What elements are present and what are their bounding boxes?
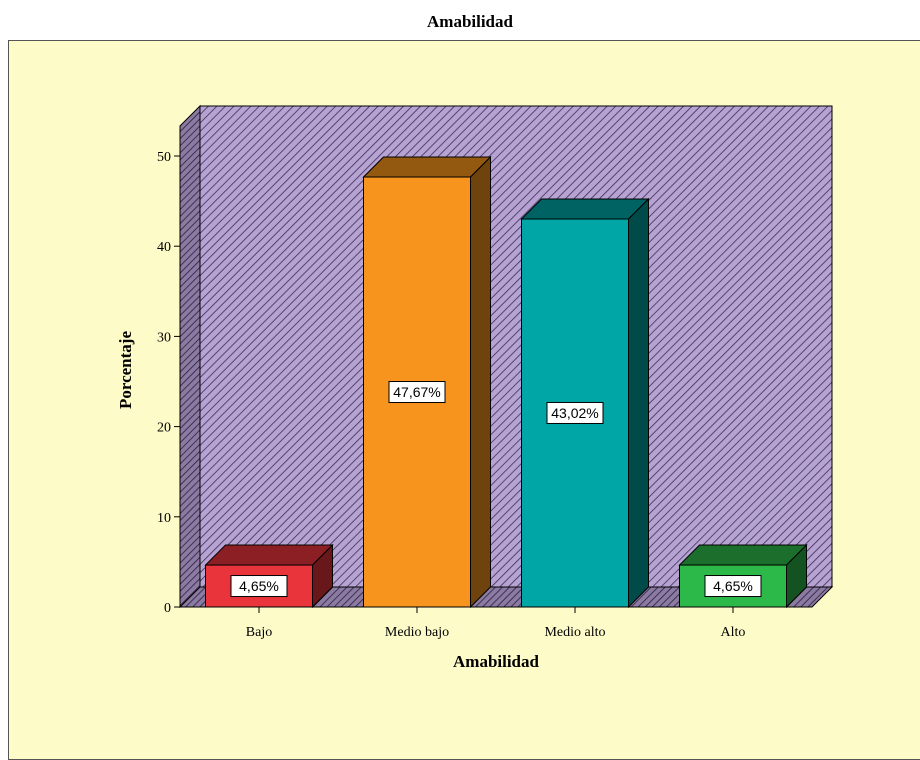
bar-top xyxy=(362,156,492,178)
y-axis-label: Porcentaje xyxy=(116,331,135,409)
back-wall xyxy=(199,105,833,588)
bar-side xyxy=(786,543,807,609)
bars: 4,65% 47,67% 43,02% 4,65% xyxy=(204,155,808,609)
bar: 4,65% xyxy=(678,543,808,609)
x-axis: Bajo Medio bajo Medio alto Alto xyxy=(246,607,746,640)
side-wall xyxy=(179,104,201,609)
bar: 47,67% xyxy=(362,155,492,609)
bar-top xyxy=(678,544,808,566)
bar-side xyxy=(628,197,649,609)
data-label-box xyxy=(704,575,762,598)
bar-top xyxy=(520,198,650,220)
bar-top xyxy=(204,544,334,566)
y-tick-label: 50 xyxy=(157,150,171,165)
data-label: 47,67% xyxy=(393,384,440,400)
data-label: 4,65% xyxy=(239,578,279,594)
bar: 4,65% xyxy=(204,543,334,609)
data-label: 43,02% xyxy=(551,405,598,421)
chart-title: Amabilidad xyxy=(427,12,513,31)
data-label-box xyxy=(230,575,288,598)
y-tick-label: 0 xyxy=(164,601,171,616)
bar-chart: 0 10 20 30 40 50 4,65% 47,67% 43,02% 4,65% Bajo M… xyxy=(116,104,834,671)
y-tick-label: 30 xyxy=(157,330,171,345)
bar-side xyxy=(312,543,333,609)
bar: 43,02% xyxy=(520,197,650,609)
bar-side xyxy=(470,155,491,609)
data-label-box xyxy=(388,381,446,404)
y-tick-label: 20 xyxy=(157,421,171,436)
x-tick-label: Bajo xyxy=(246,625,272,640)
y-tick-label: 40 xyxy=(157,240,171,255)
chart-walls xyxy=(178,104,834,609)
x-axis-label: Amabilidad xyxy=(453,652,540,671)
x-tick-label: Medio bajo xyxy=(385,625,449,640)
y-tick-label: 10 xyxy=(157,511,171,526)
y-axis: 0 10 20 30 40 50 xyxy=(157,126,181,616)
data-label-box xyxy=(546,401,604,424)
data-label: 4,65% xyxy=(713,578,753,594)
x-tick-label: Medio alto xyxy=(544,625,605,640)
x-tick-label: Alto xyxy=(721,625,746,640)
